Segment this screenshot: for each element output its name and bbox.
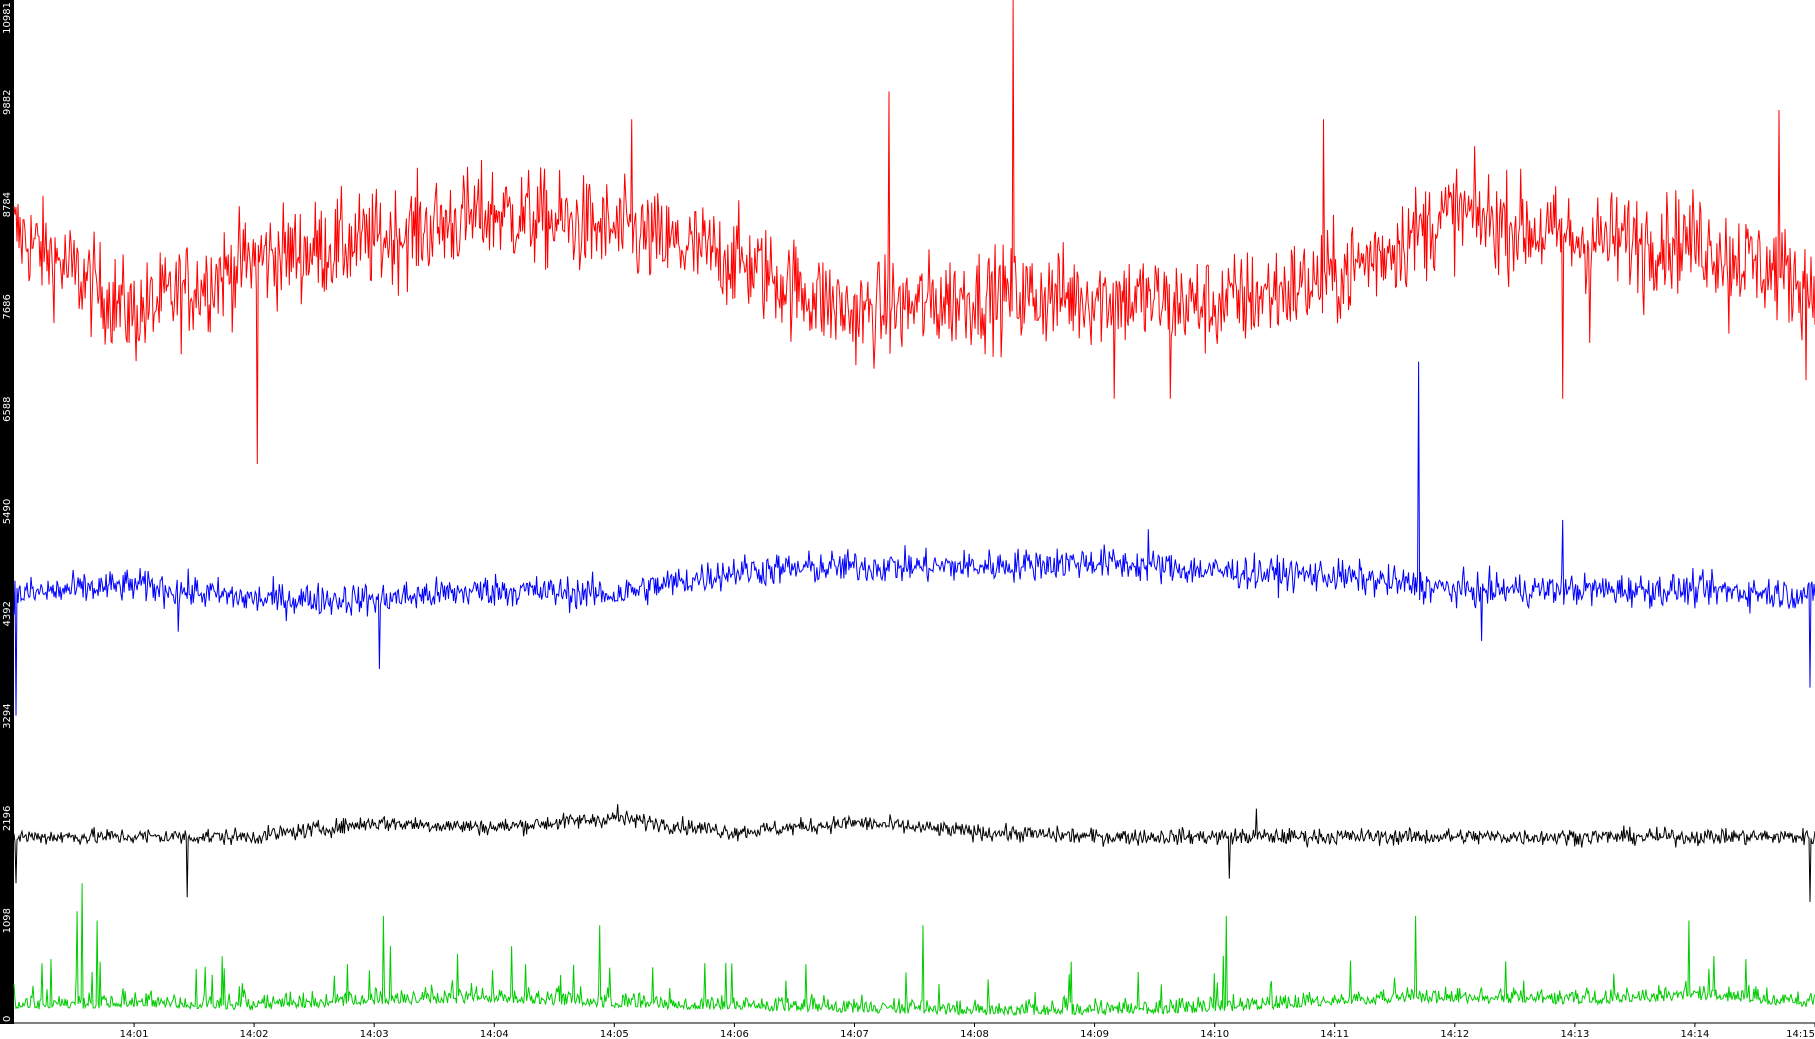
series-line-4 bbox=[13, 883, 1815, 1017]
x-tick-label: 14:09 bbox=[1080, 1029, 1109, 1039]
x-tick-label: 14:06 bbox=[720, 1029, 749, 1039]
y-tick-label: 3294 bbox=[2, 703, 13, 728]
x-tick-label: 14:02 bbox=[240, 1029, 269, 1039]
x-tick-label: 14:15 bbox=[1786, 1029, 1815, 1039]
x-tick-label: 14:04 bbox=[480, 1029, 509, 1039]
y-tick-label: 9882 bbox=[2, 90, 13, 115]
x-tick-label: 14:03 bbox=[360, 1029, 389, 1039]
x-tick-label: 14:11 bbox=[1320, 1029, 1349, 1039]
series-layer bbox=[13, 0, 1815, 1017]
x-tick-label: 14:08 bbox=[960, 1029, 989, 1039]
x-tick-label: 14:10 bbox=[1200, 1029, 1229, 1039]
y-tick-label: 0 bbox=[2, 1016, 13, 1022]
y-axis-bar bbox=[0, 0, 14, 1024]
y-tick-label: 5490 bbox=[2, 499, 13, 524]
x-tick-label: 14:01 bbox=[120, 1029, 149, 1039]
series-line-1 bbox=[13, 0, 1815, 465]
y-tick-label: 2196 bbox=[2, 806, 13, 831]
x-tick-labels: 14:01 14:02 14:03 14:04 14:05 14:06 14:07 14:08… bbox=[120, 1023, 1815, 1039]
x-tick-label: 14:13 bbox=[1560, 1029, 1589, 1039]
x-tick-label: 14:14 bbox=[1680, 1029, 1709, 1039]
series-line-2 bbox=[13, 361, 1815, 716]
y-tick-label: 7686 bbox=[2, 294, 13, 319]
y-tick-label: 6588 bbox=[2, 396, 13, 421]
x-tick-label: 14:05 bbox=[600, 1029, 629, 1039]
y-tick-label: 10981 bbox=[2, 2, 13, 34]
y-tick-label: 4392 bbox=[2, 601, 13, 626]
y-tick-label: 8784 bbox=[2, 192, 13, 217]
y-tick-labels: 0 1098 2196 3294 4392 5490 6588 7686 8784 9882 109… bbox=[2, 2, 13, 1022]
y-tick-label: 1098 bbox=[2, 908, 13, 933]
x-tick-label: 14:07 bbox=[840, 1029, 869, 1039]
series-line-3 bbox=[13, 804, 1815, 902]
x-tick-label: 14:12 bbox=[1440, 1029, 1469, 1039]
